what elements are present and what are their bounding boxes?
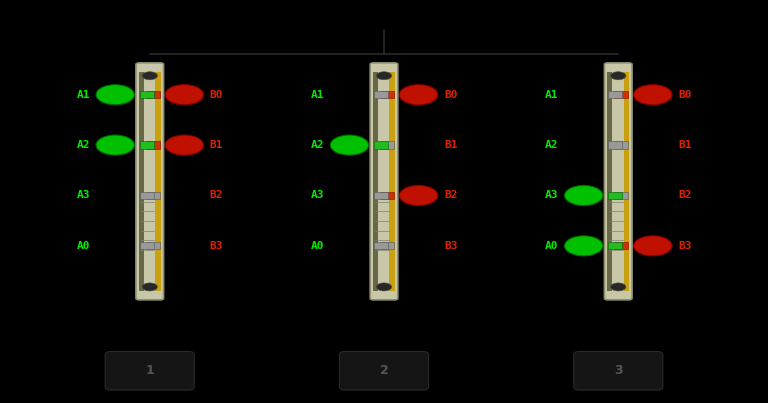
FancyBboxPatch shape: [604, 63, 632, 300]
Circle shape: [611, 283, 626, 291]
Text: A0: A0: [545, 241, 558, 251]
Bar: [614, 242, 628, 249]
Bar: [146, 192, 160, 199]
Bar: [374, 242, 388, 249]
Circle shape: [611, 72, 626, 80]
Circle shape: [399, 85, 438, 105]
Bar: [380, 242, 394, 249]
Text: 1: 1: [145, 364, 154, 377]
Bar: [607, 72, 612, 291]
Circle shape: [165, 85, 204, 105]
Bar: [608, 141, 622, 149]
Circle shape: [564, 185, 603, 206]
Circle shape: [96, 85, 134, 105]
Bar: [614, 192, 628, 199]
Bar: [146, 141, 160, 149]
Text: A2: A2: [76, 140, 90, 150]
Text: 3: 3: [614, 364, 623, 377]
FancyBboxPatch shape: [370, 63, 398, 300]
Bar: [374, 192, 388, 199]
Bar: [373, 72, 378, 291]
Text: A3: A3: [545, 191, 558, 200]
Text: A0: A0: [310, 241, 324, 251]
FancyBboxPatch shape: [105, 351, 194, 390]
Text: 2: 2: [379, 364, 389, 377]
Text: A0: A0: [76, 241, 90, 251]
Text: B0: B0: [678, 90, 692, 100]
FancyBboxPatch shape: [136, 63, 164, 300]
Text: B1: B1: [444, 140, 458, 150]
Bar: [140, 141, 154, 149]
Bar: [374, 91, 388, 98]
Text: A2: A2: [545, 140, 558, 150]
Text: B3: B3: [678, 241, 692, 251]
Text: B1: B1: [678, 140, 692, 150]
Bar: [140, 242, 154, 249]
Text: A1: A1: [76, 90, 90, 100]
Circle shape: [96, 135, 134, 155]
Bar: [146, 91, 160, 98]
Text: A2: A2: [310, 140, 324, 150]
Text: B2: B2: [210, 191, 223, 200]
Circle shape: [142, 72, 157, 80]
Bar: [146, 242, 160, 249]
Text: A3: A3: [310, 191, 324, 200]
Circle shape: [564, 236, 603, 256]
Text: B1: B1: [210, 140, 223, 150]
Bar: [140, 192, 154, 199]
Bar: [139, 72, 144, 291]
Bar: [155, 72, 161, 291]
Text: A1: A1: [310, 90, 324, 100]
Text: B3: B3: [210, 241, 223, 251]
Circle shape: [330, 135, 369, 155]
Text: B0: B0: [210, 90, 223, 100]
Bar: [380, 91, 394, 98]
Text: A3: A3: [76, 191, 90, 200]
Circle shape: [142, 283, 157, 291]
Text: B3: B3: [444, 241, 458, 251]
Bar: [608, 91, 622, 98]
Bar: [140, 91, 154, 98]
Circle shape: [634, 85, 672, 105]
Bar: [374, 141, 388, 149]
Circle shape: [376, 283, 392, 291]
Bar: [614, 141, 628, 149]
Bar: [608, 192, 622, 199]
FancyBboxPatch shape: [339, 351, 429, 390]
Circle shape: [399, 185, 438, 206]
Text: A1: A1: [545, 90, 558, 100]
Text: B0: B0: [444, 90, 458, 100]
Circle shape: [376, 72, 392, 80]
FancyBboxPatch shape: [574, 351, 663, 390]
Bar: [614, 91, 628, 98]
Text: B2: B2: [678, 191, 692, 200]
Text: B2: B2: [444, 191, 458, 200]
Bar: [608, 242, 622, 249]
Circle shape: [634, 236, 672, 256]
Bar: [380, 141, 394, 149]
Bar: [389, 72, 395, 291]
Bar: [380, 192, 394, 199]
Bar: [624, 72, 629, 291]
Circle shape: [165, 135, 204, 155]
